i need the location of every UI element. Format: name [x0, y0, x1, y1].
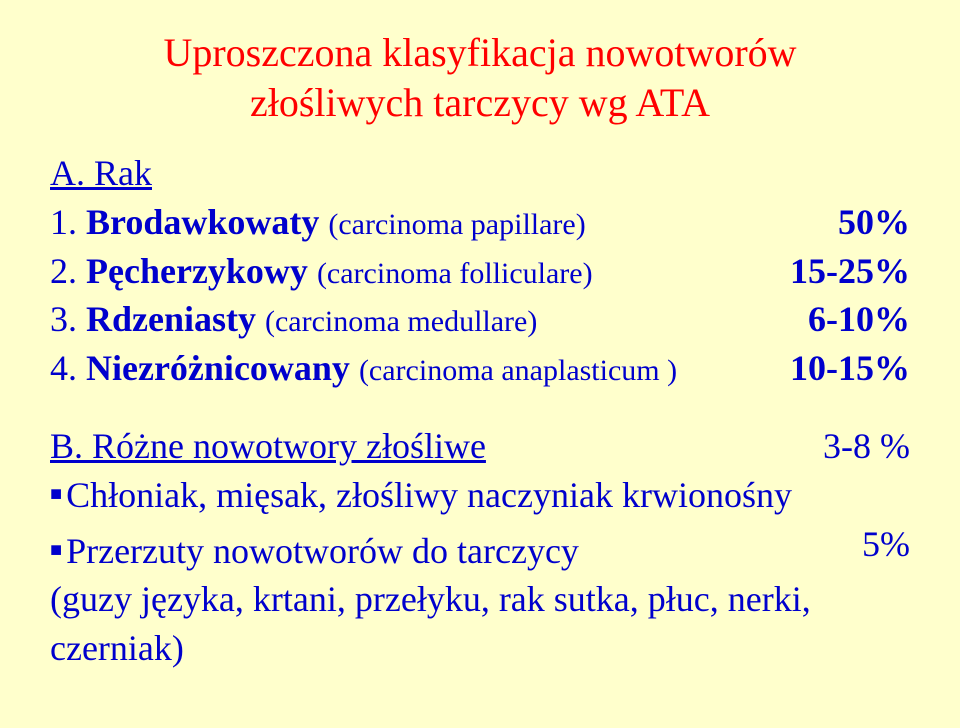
item-latin: (carcinoma folliculare) — [317, 257, 593, 290]
section-a-heading: A. Rak — [50, 152, 910, 194]
square-bullet-icon: ■ — [50, 481, 62, 508]
section-b-heading: B. Różne nowotwory złośliwe — [50, 422, 486, 471]
item-num: 4. — [50, 348, 77, 388]
item-pct: 50% — [838, 198, 910, 247]
item-pct: 6-10% — [808, 295, 910, 344]
section-b-heading-pct: 3-8 % — [823, 422, 910, 471]
bullet-row-2: ■ Przerzuty nowotworów do tarczycy 5% — [50, 520, 910, 576]
bullet-text-2: Przerzuty nowotworów do tarczycy — [66, 527, 579, 576]
item-row-3: 3. Rdzeniasty (carcinoma medullare) 6-10… — [50, 295, 910, 344]
item-row-2: 2. Pęcherzykowy (carcinoma folliculare) … — [50, 247, 910, 296]
item-num: 2. — [50, 251, 77, 291]
item-name: Rdzeniasty — [86, 299, 256, 339]
bullet-2-left: ■ Przerzuty nowotworów do tarczycy — [50, 527, 579, 576]
item-name: Brodawkowaty — [86, 202, 319, 242]
item-name: Pęcherzykowy — [86, 251, 308, 291]
bullet-row-1: ■ Chłoniak, mięsak, złośliwy naczyniak k… — [50, 471, 910, 520]
item-num: 3. — [50, 299, 77, 339]
bullet-2-pct: 5% — [862, 520, 910, 569]
section-b-heading-row: B. Różne nowotwory złośliwe 3-8 % — [50, 422, 910, 471]
spacer — [50, 392, 910, 422]
slide-title: Uproszczona klasyfikacja nowotworów złoś… — [50, 28, 910, 128]
item-row-4: 4. Niezróżnicowany (carcinoma anaplastic… — [50, 344, 910, 393]
item-latin: (carcinoma anaplasticum ) — [359, 354, 677, 387]
item-pct: 15-25% — [790, 247, 910, 296]
item-left: 2. Pęcherzykowy (carcinoma folliculare) — [50, 247, 593, 296]
item-row-1: 1. Brodawkowaty (carcinoma papillare) 50… — [50, 198, 910, 247]
item-left: 4. Niezróżnicowany (carcinoma anaplastic… — [50, 344, 677, 393]
square-bullet-icon: ■ — [50, 537, 62, 564]
item-pct: 10-15% — [790, 344, 910, 393]
item-name: Niezróżnicowany — [86, 348, 350, 388]
slide: Uproszczona klasyfikacja nowotworów złoś… — [0, 0, 960, 728]
section-b-note: (guzy języka, krtani, przełyku, rak sutk… — [50, 575, 910, 672]
item-latin: (carcinoma medullare) — [265, 305, 537, 338]
item-left: 1. Brodawkowaty (carcinoma papillare) — [50, 198, 586, 247]
title-line-2: złośliwych tarczycy wg ATA — [250, 80, 710, 125]
item-left: 3. Rdzeniasty (carcinoma medullare) — [50, 295, 537, 344]
bullet-text-1: Chłoniak, mięsak, złośliwy naczyniak krw… — [66, 471, 792, 520]
item-num: 1. — [50, 202, 77, 242]
title-line-1: Uproszczona klasyfikacja nowotworów — [163, 30, 796, 75]
item-latin: (carcinoma papillare) — [328, 208, 585, 241]
